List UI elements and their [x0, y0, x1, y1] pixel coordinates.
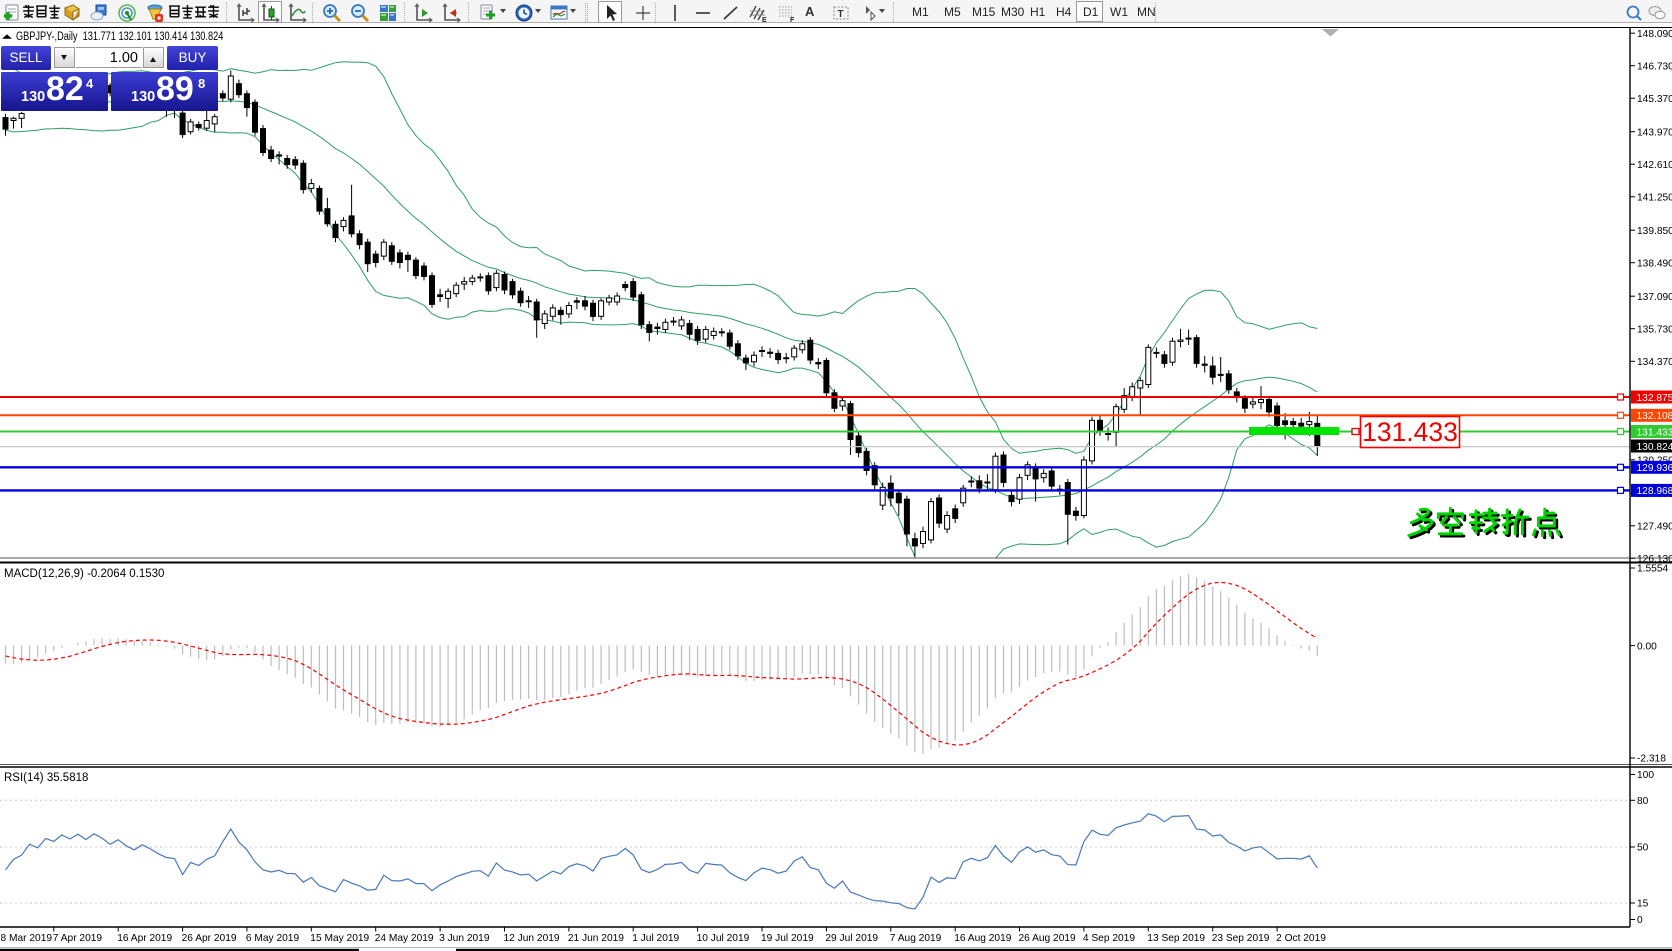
svg-text:141.250: 141.250 [1637, 193, 1672, 204]
svg-text:126.130: 126.130 [1637, 554, 1672, 565]
svg-text:-2.318: -2.318 [1637, 754, 1666, 765]
svg-text:80: 80 [1637, 796, 1649, 807]
svg-text:8 Mar 2019: 8 Mar 2019 [1, 933, 53, 944]
svg-text:10 Jul 2019: 10 Jul 2019 [697, 933, 750, 944]
svg-text:29 Jul 2019: 29 Jul 2019 [825, 933, 878, 944]
svg-text:128.968: 128.968 [1637, 486, 1672, 497]
svg-text:142.610: 142.610 [1637, 160, 1672, 171]
svg-text:21 Jun 2019: 21 Jun 2019 [568, 933, 624, 944]
svg-text:16 Aug 2019: 16 Aug 2019 [954, 933, 1012, 944]
svg-text:2 Oct 2019: 2 Oct 2019 [1276, 933, 1326, 944]
svg-text:24 May 2019: 24 May 2019 [375, 933, 434, 944]
svg-text:19 Jul 2019: 19 Jul 2019 [761, 933, 814, 944]
svg-text:146.730: 146.730 [1637, 61, 1672, 72]
svg-text:23 Sep 2019: 23 Sep 2019 [1212, 933, 1270, 944]
svg-text:139.850: 139.850 [1637, 226, 1672, 237]
svg-text:1 Jul 2019: 1 Jul 2019 [632, 933, 679, 944]
svg-text:127.490: 127.490 [1637, 522, 1672, 533]
svg-text:F: F [790, 17, 795, 23]
svg-text:134.370: 134.370 [1637, 357, 1672, 368]
svg-text:13 Sep 2019: 13 Sep 2019 [1147, 933, 1205, 944]
svg-text:0.00: 0.00 [1637, 641, 1657, 652]
svg-text:4 Sep 2019: 4 Sep 2019 [1083, 933, 1135, 944]
svg-text:148.090: 148.090 [1637, 29, 1672, 40]
svg-text:100: 100 [1637, 770, 1654, 781]
svg-text:130.824: 130.824 [1637, 442, 1672, 453]
svg-text:26 Aug 2019: 26 Aug 2019 [1019, 933, 1077, 944]
svg-text:129.936: 129.936 [1637, 463, 1672, 474]
svg-text:50: 50 [1637, 843, 1649, 854]
svg-text:131.433: 131.433 [1362, 417, 1458, 447]
svg-text:0: 0 [1637, 915, 1643, 926]
svg-text:12 Jun 2019: 12 Jun 2019 [504, 933, 560, 944]
svg-text:143.970: 143.970 [1637, 127, 1672, 138]
svg-text:MACD(12,26,9) -0.2064 0.1530: MACD(12,26,9) -0.2064 0.1530 [4, 568, 164, 580]
svg-text:132.108: 132.108 [1637, 411, 1672, 422]
svg-text:16 Apr 2019: 16 Apr 2019 [117, 933, 172, 944]
svg-text:6 May 2019: 6 May 2019 [246, 933, 300, 944]
svg-text:137.090: 137.090 [1637, 292, 1672, 303]
svg-text:135.730: 135.730 [1637, 324, 1672, 335]
svg-text:7 Aug 2019: 7 Aug 2019 [890, 933, 942, 944]
svg-text:138.490: 138.490 [1637, 258, 1672, 269]
svg-text:3 Jun 2019: 3 Jun 2019 [439, 933, 490, 944]
svg-text:131.433: 131.433 [1637, 427, 1672, 438]
svg-text:15 May 2019: 15 May 2019 [310, 933, 369, 944]
svg-text:26 Apr 2019: 26 Apr 2019 [182, 933, 237, 944]
svg-text:145.370: 145.370 [1637, 94, 1672, 105]
svg-text:RSI(14) 35.5818: RSI(14) 35.5818 [4, 772, 88, 784]
svg-text:T: T [838, 9, 844, 20]
svg-text:1.5554: 1.5554 [1637, 564, 1668, 575]
svg-text:132.875: 132.875 [1637, 393, 1672, 404]
svg-text:7 Apr 2019: 7 Apr 2019 [53, 933, 103, 944]
svg-text:E: E [762, 17, 767, 23]
svg-text:15: 15 [1637, 899, 1649, 910]
